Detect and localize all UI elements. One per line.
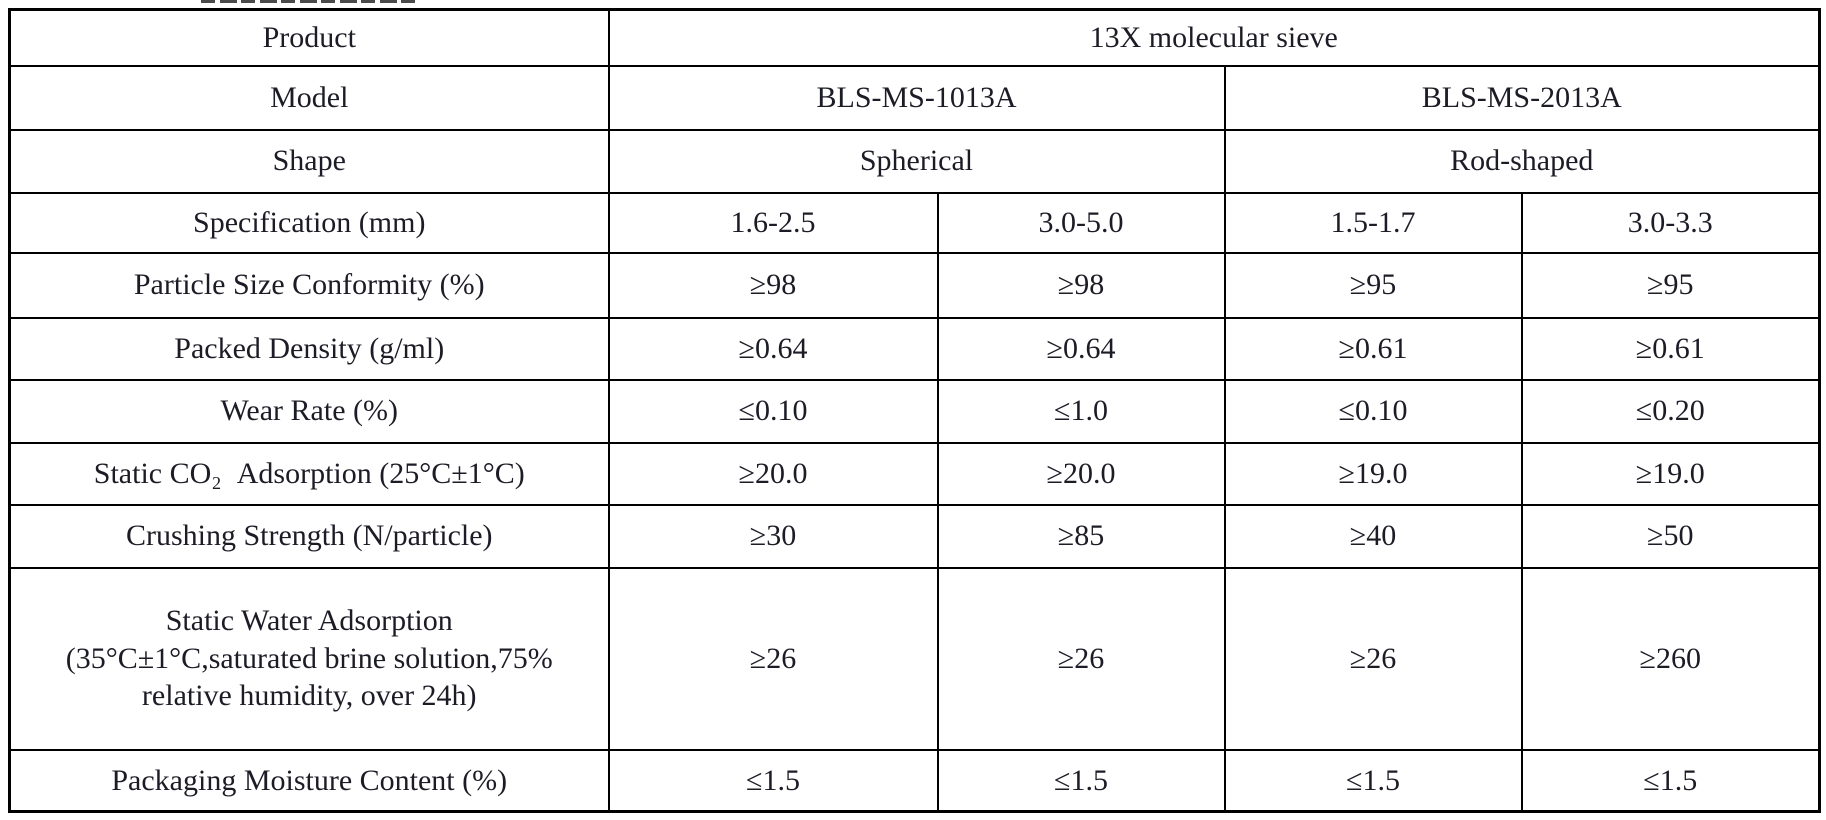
co2-adsorption-cell-4: ≥19.0 [1520,441,1821,506]
water-adsorption-cell-1: ≥26 [607,566,939,751]
wear-rate-cell-1: ≤0.10 [607,378,939,444]
table-row-static-water-adsorption: Static Water Adsorption (35°C±1°C,satura… [8,566,1821,751]
crushing-strength-cell-4: ≥50 [1520,503,1821,569]
shape-value-cell-1: Spherical [607,128,1226,194]
particle-size-cell-4: ≥95 [1520,251,1821,319]
specification-cell-4: 3.0-3.3 [1520,191,1821,254]
packed-density-cell-3: ≥0.61 [1223,316,1523,381]
specification-cell-3: 1.5-1.7 [1223,191,1523,254]
water-adsorption-cell-4: ≥260 [1520,566,1821,751]
table-row-packaging-moisture: Packaging Moisture Content (%) ≤1.5 ≤1.5… [8,748,1821,813]
particle-size-cell-2: ≥98 [936,251,1226,319]
shape-value-cell-2: Rod-shaped [1223,128,1821,194]
row-label-model: Model [8,64,610,131]
water-adsorption-cell-3: ≥26 [1223,566,1523,751]
co2-adsorption-cell-3: ≥19.0 [1223,441,1523,506]
crushing-strength-cell-2: ≥85 [936,503,1226,569]
row-label-specification: Specification (mm) [8,191,610,254]
row-label-particle-size-conformity: Particle Size Conformity (%) [8,251,610,319]
table-row-packed-density: Packed Density (g/ml) ≥0.64 ≥0.64 ≥0.61 … [8,316,1821,381]
co2-adsorption-cell-2: ≥20.0 [936,441,1226,506]
product-value-cell: 13X molecular sieve [607,8,1821,67]
row-label-packed-density: Packed Density (g/ml) [8,316,610,381]
row-label-shape: Shape [8,128,610,194]
packaging-moisture-cell-1: ≤1.5 [607,748,939,813]
row-label-static-co2-adsorption: Static CO₂ Adsorption (25°C±1°C) [8,441,610,506]
co2-adsorption-cell-1: ≥20.0 [607,441,939,506]
table-row-specification: Specification (mm) 1.6-2.5 3.0-5.0 1.5-1… [8,191,1821,254]
table-row-particle-size-conformity: Particle Size Conformity (%) ≥98 ≥98 ≥95… [8,251,1821,319]
crushing-strength-cell-1: ≥30 [607,503,939,569]
row-label-static-water-adsorption: Static Water Adsorption (35°C±1°C,satura… [8,566,610,751]
clipped-text-artifact [201,0,417,3]
row-label-wear-rate: Wear Rate (%) [8,378,610,444]
row-label-packaging-moisture: Packaging Moisture Content (%) [8,748,610,813]
table-row-model: Model BLS-MS-1013A BLS-MS-2013A [8,64,1821,131]
packaging-moisture-cell-2: ≤1.5 [936,748,1226,813]
particle-size-cell-3: ≥95 [1223,251,1523,319]
table-row-shape: Shape Spherical Rod-shaped [8,128,1821,194]
particle-size-cell-1: ≥98 [607,251,939,319]
model-value-cell-1: BLS-MS-1013A [607,64,1226,131]
wear-rate-cell-3: ≤0.10 [1223,378,1523,444]
packaging-moisture-cell-3: ≤1.5 [1223,748,1523,813]
spec-table: Product 13X molecular sieve Model BLS-MS… [8,8,1821,813]
specification-cell-2: 3.0-5.0 [936,191,1226,254]
row-label-crushing-strength: Crushing Strength (N/particle) [8,503,610,569]
wear-rate-cell-4: ≤0.20 [1520,378,1821,444]
specification-cell-1: 1.6-2.5 [607,191,939,254]
packed-density-cell-2: ≥0.64 [936,316,1226,381]
table-row-static-co2-adsorption: Static CO₂ Adsorption (25°C±1°C) ≥20.0 ≥… [8,441,1821,506]
crushing-strength-cell-3: ≥40 [1223,503,1523,569]
water-adsorption-cell-2: ≥26 [936,566,1226,751]
row-label-product: Product [8,8,610,67]
table-row-wear-rate: Wear Rate (%) ≤0.10 ≤1.0 ≤0.10 ≤0.20 [8,378,1821,444]
packed-density-cell-4: ≥0.61 [1520,316,1821,381]
packaging-moisture-cell-4: ≤1.5 [1520,748,1821,813]
model-value-cell-2: BLS-MS-2013A [1223,64,1821,131]
packed-density-cell-1: ≥0.64 [607,316,939,381]
wear-rate-cell-2: ≤1.0 [936,378,1226,444]
table-row-product: Product 13X molecular sieve [8,8,1821,67]
table-row-crushing-strength: Crushing Strength (N/particle) ≥30 ≥85 ≥… [8,503,1821,569]
